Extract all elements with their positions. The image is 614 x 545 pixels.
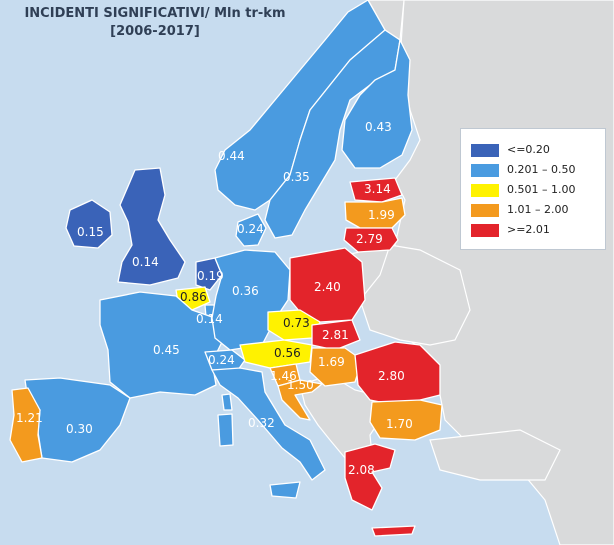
value-label-france: 0.45	[153, 343, 180, 357]
country-france	[99, 291, 225, 399]
value-label-greece: 2.08	[348, 463, 375, 477]
legend-swatch	[471, 204, 499, 217]
country-italy	[211, 367, 326, 481]
value-label-luxembourg: 0.14	[196, 312, 223, 326]
island-sicily	[269, 481, 301, 499]
value-label-united-kingdom: 0.14	[132, 255, 159, 269]
country-hungary	[309, 347, 363, 387]
legend-label: 0.201 – 0.50	[507, 163, 576, 176]
legend: <=0.20 0.201 – 0.50 0.501 – 1.00 1.01 – …	[460, 128, 606, 250]
legend-swatch	[471, 144, 499, 157]
value-label-germany: 0.36	[232, 284, 259, 298]
country-finland	[341, 39, 413, 169]
country-lithuania	[343, 227, 399, 253]
legend-swatch	[471, 164, 499, 177]
value-label-austria: 0.56	[274, 346, 301, 360]
country-denmark	[235, 213, 267, 247]
country-portugal	[9, 387, 43, 463]
country-slovakia	[311, 319, 361, 351]
value-label-finland: 0.43	[365, 120, 392, 134]
legend-swatch	[471, 224, 499, 237]
belarus-ukraine-land	[359, 244, 471, 346]
value-label-ireland: 0.15	[77, 225, 104, 239]
value-labels: 0.15 0.14 0.19 0.86 0.14 0.45 0.30 1.21 …	[16, 120, 413, 477]
value-label-netherlands: 0.19	[197, 269, 224, 283]
legend-swatch	[471, 184, 499, 197]
value-label-bulgaria: 1.70	[386, 417, 413, 431]
country-bulgaria	[369, 399, 443, 441]
value-label-hungary: 1.69	[318, 355, 345, 369]
value-label-slovenia: 1.46	[270, 369, 297, 383]
value-label-norway: 0.44	[218, 149, 245, 163]
country-united-kingdom	[117, 167, 186, 286]
legend-label: 0.501 – 1.00	[507, 183, 576, 196]
member-states	[9, 0, 443, 537]
value-label-italy: 0.32	[248, 416, 275, 430]
value-label-denmark: 0.24	[237, 222, 264, 236]
country-estonia	[349, 177, 403, 203]
value-label-estonia: 3.14	[364, 182, 391, 196]
island-corsica	[221, 393, 233, 411]
country-netherlands	[195, 257, 223, 291]
value-label-spain: 0.30	[66, 422, 93, 436]
island-sardinia	[217, 413, 234, 447]
country-greece	[344, 443, 396, 511]
island-crete	[371, 525, 416, 537]
country-ireland	[65, 199, 113, 249]
value-label-romania: 2.80	[378, 369, 405, 383]
turkey-land	[429, 429, 561, 481]
map-subtitle: [2006-2017]	[110, 24, 200, 39]
country-croatia	[277, 379, 323, 421]
country-romania	[354, 341, 441, 406]
value-label-lithuania: 2.79	[356, 232, 383, 246]
value-label-belgium: 0.86	[180, 290, 207, 304]
country-austria	[239, 339, 313, 369]
legend-label: <=0.20	[507, 143, 550, 156]
value-label-portugal: 1.21	[16, 411, 43, 425]
value-label-slovakia: 2.81	[322, 328, 349, 342]
value-label-switzerland: 0.24	[208, 353, 235, 367]
legend-label: 1.01 – 2.00	[507, 203, 569, 216]
value-label-latvia: 1.99	[368, 208, 395, 222]
value-label-poland: 2.40	[314, 280, 341, 294]
value-label-croatia: 1.50	[287, 378, 314, 392]
legend-label: >=2.01	[507, 223, 550, 236]
value-label-sweden: 0.35	[283, 170, 310, 184]
country-switzerland	[204, 349, 246, 371]
country-latvia	[344, 197, 406, 229]
value-label-czechia: 0.73	[283, 316, 310, 330]
map-title: INCIDENTI SIGNIFICATIVI/ Mln tr-km	[24, 6, 286, 21]
